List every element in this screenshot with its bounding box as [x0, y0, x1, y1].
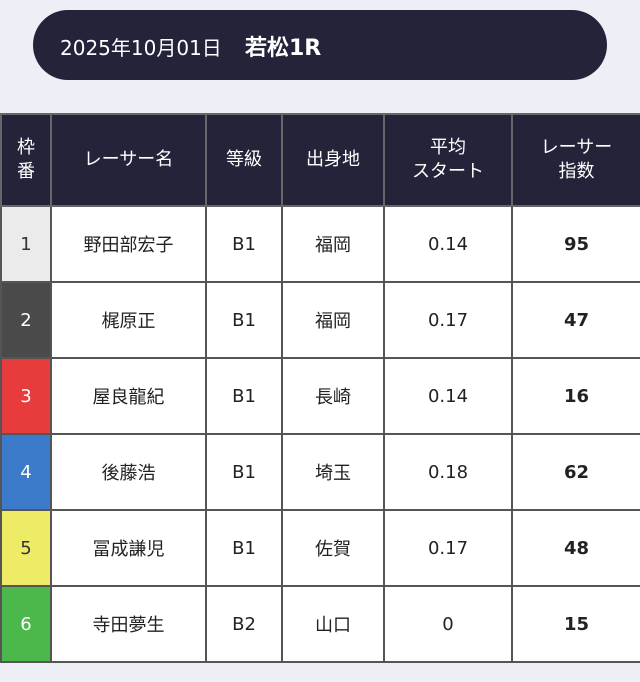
- racer-name: 屋良龍紀: [50, 357, 207, 435]
- racer-name: 寺田夢生: [50, 585, 207, 663]
- grade: B1: [205, 509, 283, 587]
- frame-number: 5: [0, 509, 52, 587]
- grade: B1: [205, 433, 283, 511]
- grade: B1: [205, 205, 283, 283]
- racer-row: 4 後藤浩 B1 埼玉 0.18 62: [0, 433, 640, 511]
- hometown: 佐賀: [281, 509, 385, 587]
- racer-index: 16: [511, 357, 640, 435]
- race-name: 若松1R: [245, 36, 322, 61]
- hometown: 福岡: [281, 281, 385, 359]
- hometown: 福岡: [281, 205, 385, 283]
- column-header: レーサー 指数: [511, 113, 640, 207]
- frame-number: 1: [0, 205, 52, 283]
- header-row: 枠 番レーサー名 等級 出身地 平均 スタート レーサー 指数: [0, 113, 640, 207]
- column-header: 平均 スタート: [383, 113, 513, 207]
- racer-name: 野田部宏子: [50, 205, 207, 283]
- avg-start: 0.17: [383, 509, 513, 587]
- racer-name: 後藤浩: [50, 433, 207, 511]
- frame-number: 6: [0, 585, 52, 663]
- column-header: 出身地: [281, 113, 385, 207]
- column-header: 枠 番: [0, 113, 52, 207]
- hometown: 長崎: [281, 357, 385, 435]
- racer-index: 95: [511, 205, 640, 283]
- avg-start: 0: [383, 585, 513, 663]
- frame-number: 4: [0, 433, 52, 511]
- racer-index: 47: [511, 281, 640, 359]
- avg-start: 0.18: [383, 433, 513, 511]
- avg-start: 0.17: [383, 281, 513, 359]
- grade: B1: [205, 357, 283, 435]
- frame-number: 2: [0, 281, 52, 359]
- column-header: 等級: [205, 113, 283, 207]
- racer-row: 1 野田部宏子 B1 福岡 0.14 95: [0, 205, 640, 283]
- racer-table: 枠 番レーサー名 等級 出身地 平均 スタート レーサー 指数 1 野田部宏子 B1 福岡 0.…: [0, 113, 640, 663]
- racer-row: 5 冨成謙児 B1 佐賀 0.17 48: [0, 509, 640, 587]
- hometown: 山口: [281, 585, 385, 663]
- column-header: レーサー名: [50, 113, 207, 207]
- race-header: 2025年10月01日 若松1R: [33, 10, 607, 80]
- grade: B1: [205, 281, 283, 359]
- racer-index: 48: [511, 509, 640, 587]
- racer-index: 15: [511, 585, 640, 663]
- race-date: 2025年10月01日: [60, 36, 222, 60]
- racer-row: 3 屋良龍紀 B1 長崎 0.14 16: [0, 357, 640, 435]
- hometown: 埼玉: [281, 433, 385, 511]
- table-body: 1 野田部宏子 B1 福岡 0.14 95 2 梶原正 B1 福岡 0.17 47 3 屋良龍紀 B1 長崎 0…: [0, 205, 640, 663]
- avg-start: 0.14: [383, 205, 513, 283]
- grade: B2: [205, 585, 283, 663]
- racer-index: 62: [511, 433, 640, 511]
- racer-row: 6 寺田夢生 B2 山口 0 15: [0, 585, 640, 663]
- racer-name: 冨成謙児: [50, 509, 207, 587]
- racer-name: 梶原正: [50, 281, 207, 359]
- frame-number: 3: [0, 357, 52, 435]
- racer-row: 2 梶原正 B1 福岡 0.17 47: [0, 281, 640, 359]
- avg-start: 0.14: [383, 357, 513, 435]
